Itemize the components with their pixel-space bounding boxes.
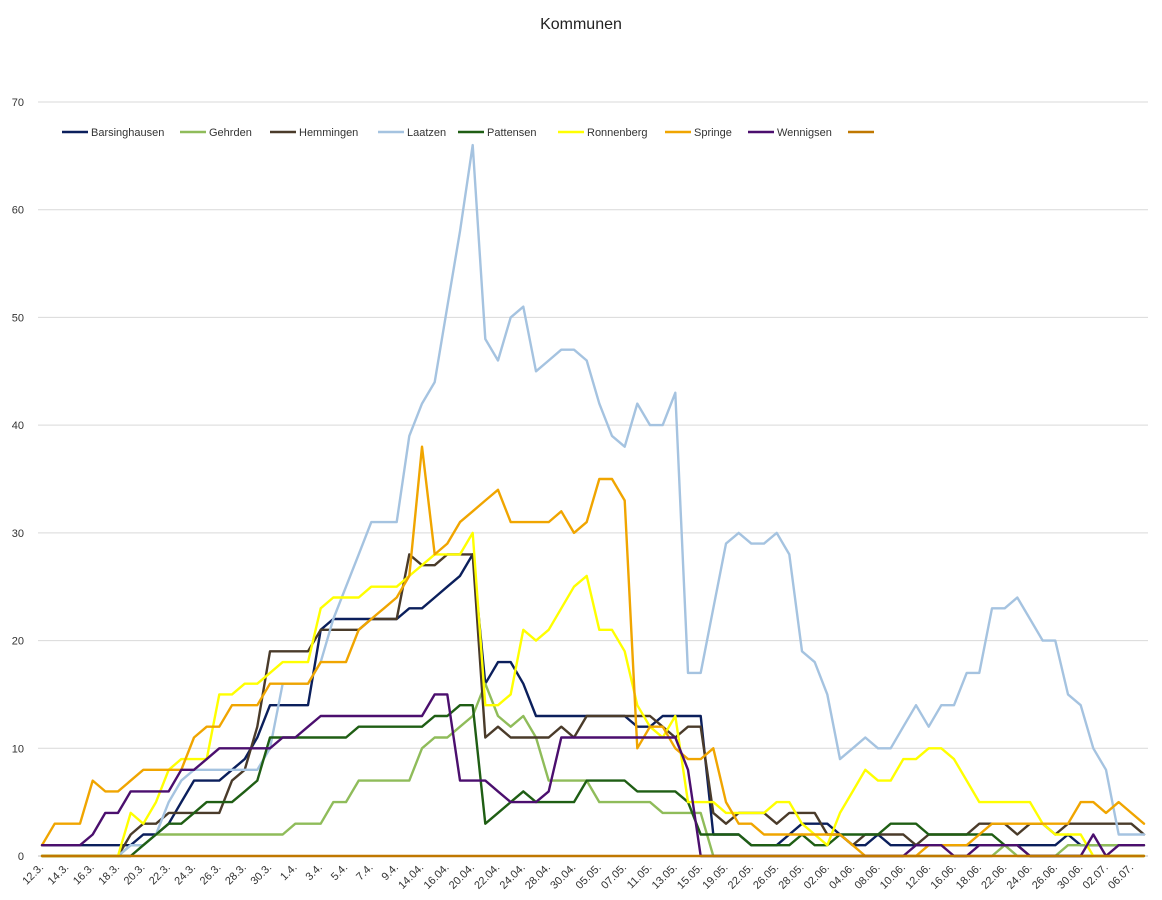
x-tick-label: 20.04. (447, 862, 477, 892)
series-line-laatzen (40, 143, 1146, 858)
x-tick-label: 9.4. (380, 862, 401, 883)
x-tick-label: 12.06. (903, 862, 933, 892)
x-tick-label: 16.04. (422, 862, 452, 892)
y-tick-label: 60 (12, 205, 24, 217)
x-tick-label: 22.04. (472, 862, 502, 892)
x-tick-label: 19.05. (700, 862, 730, 892)
x-tick-label: 05.05. (574, 862, 604, 892)
x-tick-label: 30.3. (248, 862, 274, 888)
y-tick-label: 0 (18, 851, 24, 863)
x-tick-label: 02.07. (1081, 862, 1111, 892)
series-line-springe (40, 445, 1146, 858)
x-tick-label: 30.04. (548, 862, 578, 892)
series-line-ronnenberg (40, 531, 1146, 858)
x-tick-label: 18.06. (954, 862, 984, 892)
x-tick-label: 02.06. (802, 862, 832, 892)
x-tick-label: 20.3. (122, 862, 148, 888)
legend-label: Hemmingen (299, 127, 358, 139)
legend-label: Laatzen (407, 127, 446, 139)
x-tick-label: 26.05. (751, 862, 781, 892)
x-tick-label: 24.04. (498, 862, 528, 892)
x-tick-label: 22.06. (979, 862, 1009, 892)
x-tick-label: 22.05. (726, 862, 756, 892)
x-tick-label: 06.07. (1106, 862, 1136, 892)
chart-title: Kommunen (540, 16, 622, 33)
legend-label: Springe (694, 127, 732, 139)
x-tick-label: 12.3. (20, 862, 46, 888)
x-tick-label: 08.06. (853, 862, 883, 892)
x-tick-label: 28.05. (776, 862, 806, 892)
x-tick-label: 24.06. (1005, 862, 1035, 892)
x-axis: 12.3. 14.3. 16.3. 18.3. 20.3. 22.3. 24.3. 26.3.… (20, 855, 1148, 892)
legend-label: Barsinghausen (91, 127, 164, 139)
y-tick-label: 40 (12, 420, 24, 432)
legend-label: Wennigsen (777, 127, 832, 139)
legend-label: Pattensen (487, 127, 537, 139)
y-tick-label: 70 (12, 97, 24, 109)
x-tick-label: 07.05. (599, 862, 629, 892)
x-tick-label: 3.4. (303, 862, 324, 883)
x-tick-label: 11.05. (625, 862, 655, 892)
x-tick-label: 14.3. (46, 862, 72, 888)
x-tick-label: 7.4. (354, 862, 375, 883)
x-tick-label: 16.06. (929, 862, 959, 892)
gridlines (38, 101, 1148, 749)
x-tick-label: 13.05. (650, 862, 680, 892)
x-tick-label: 28.3. (223, 862, 249, 888)
y-tick-label: 10 (12, 743, 24, 755)
x-tick-label: 04.06. (827, 862, 857, 892)
y-tick-label: 50 (12, 312, 24, 324)
x-tick-label: 28.04. (523, 862, 553, 892)
x-tick-label: 15.05. (675, 862, 705, 892)
x-tick-label: 1.4. (278, 862, 299, 883)
x-tick-label: 5.4. (329, 862, 350, 883)
series-layer (40, 143, 1146, 858)
y-tick-label: 30 (12, 528, 24, 540)
x-tick-label: 16.3. (71, 862, 97, 888)
x-tick-label: 26.3. (198, 862, 224, 888)
legend-label: Ronnenberg (587, 127, 648, 139)
legend: Barsinghausen Gehrden Hemmingen Laatzen Patt… (62, 127, 874, 139)
series-line-pattensen (40, 704, 1146, 858)
x-tick-label: 26.06. (1030, 862, 1060, 892)
legend-label: Gehrden (209, 127, 252, 139)
x-tick-label: 30.06. (1055, 862, 1085, 892)
y-tick-label: 20 (12, 636, 24, 648)
x-tick-label: 24.3. (172, 862, 198, 888)
x-tick-label: 22.3. (147, 862, 173, 888)
x-tick-label: 14.04. (396, 862, 426, 892)
x-tick-label: 18.3. (96, 862, 122, 888)
series-line-wennigsen (40, 693, 1146, 858)
x-tick-label: 10.06. (878, 862, 908, 892)
y-axis: 0 10 20 30 40 50 60 70 (12, 97, 24, 863)
